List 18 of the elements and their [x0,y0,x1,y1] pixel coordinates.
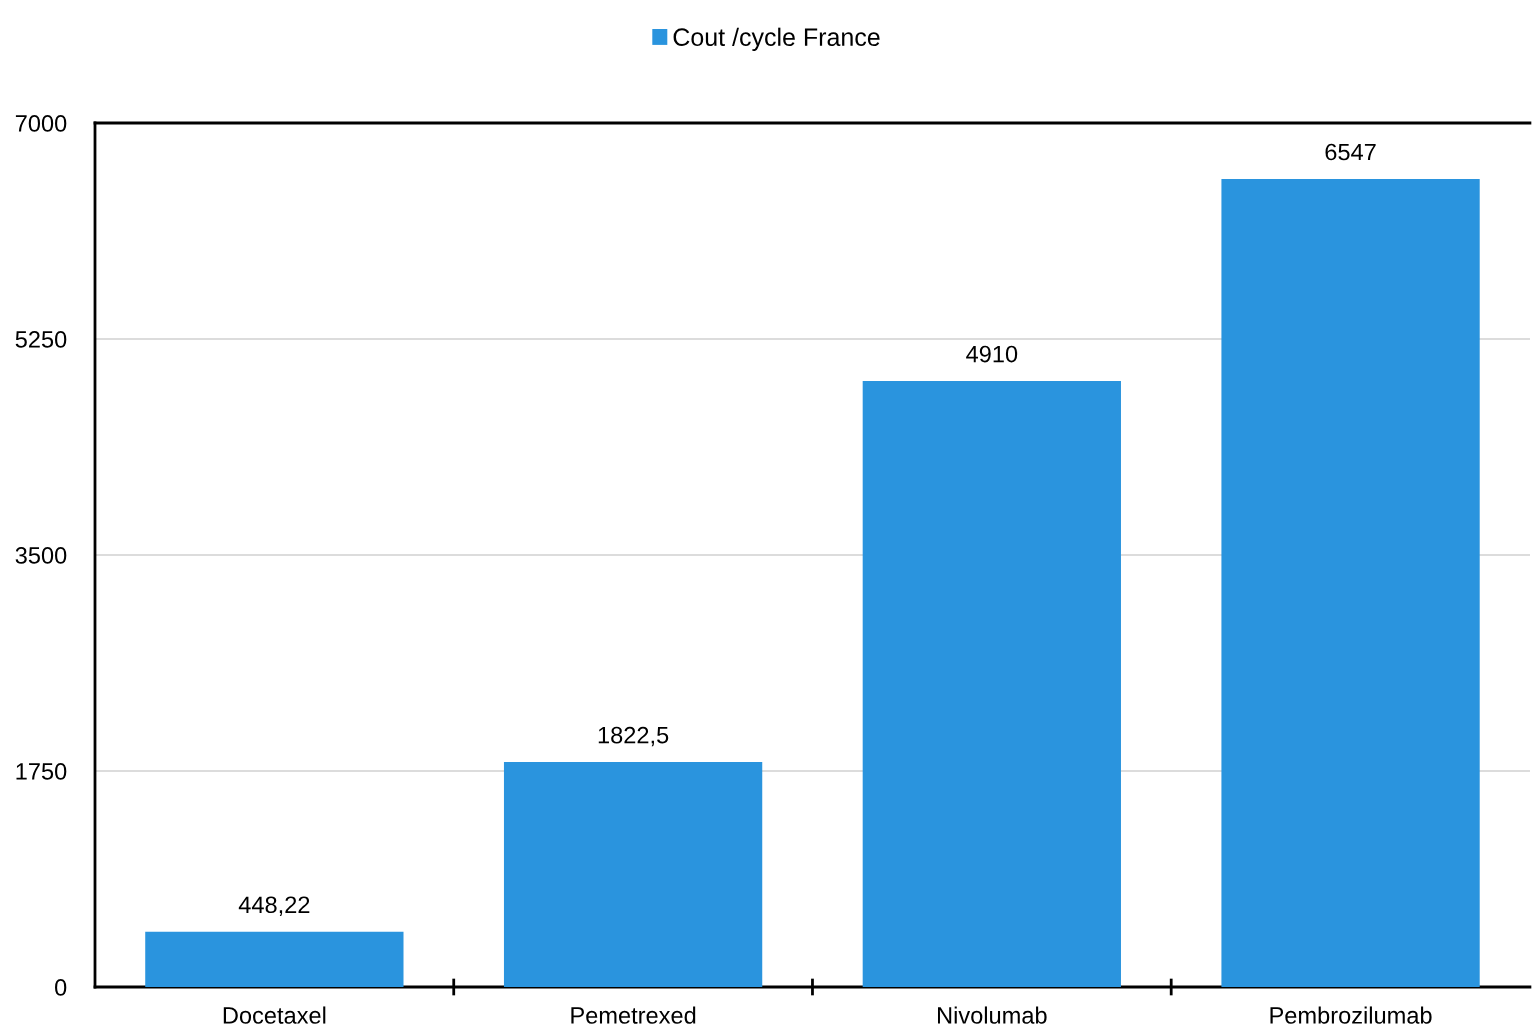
data-label: 6547 [1325,143,1376,161]
x-tick-label: Pemetrexed [571,1006,696,1024]
y-tick-label: 1750 [16,763,67,780]
data-label: 4910 [966,345,1018,363]
data-label: 1822,5 [598,726,669,747]
x-tick-label: Pembrozilumab [1270,1006,1432,1024]
x-tick-label: Docetaxel [223,1006,326,1024]
data-label: 448,22 [238,896,310,916]
legend-label: Cout /cycle France [673,27,880,51]
bar [145,931,404,987]
bar [503,762,763,987]
x-tick-label: Nivolumab [938,1006,1047,1024]
y-tick-label: 0 [55,979,67,996]
y-tick-label: 7000 [15,115,67,132]
bar [862,380,1121,987]
bar [1221,178,1480,987]
y-tick-label: 5250 [15,331,67,348]
y-tick-label: 3500 [15,547,67,564]
